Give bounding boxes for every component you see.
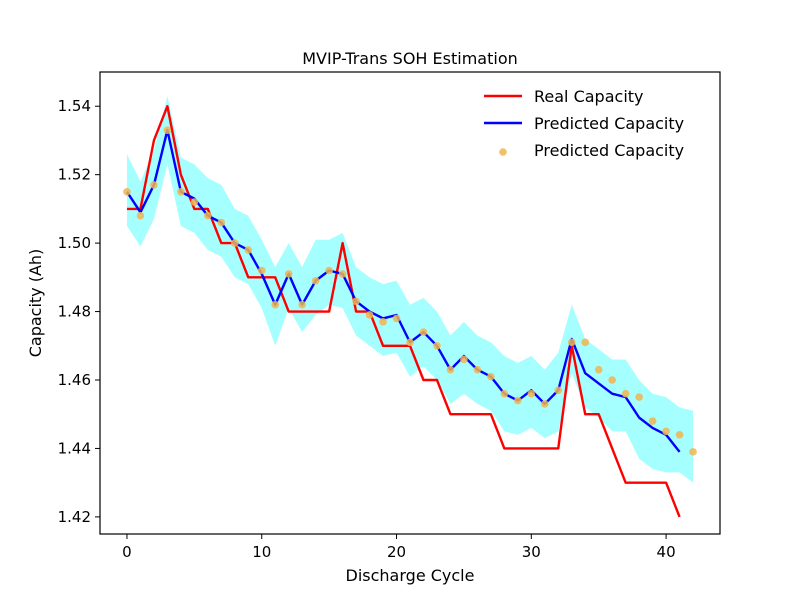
- legend-swatch-marker: [499, 148, 507, 156]
- confidence-band: [126, 95, 694, 483]
- scatter-point: [514, 396, 522, 405]
- scatter-point: [204, 211, 212, 220]
- chart-title: MVIP-Trans SOH Estimation: [302, 49, 518, 68]
- y-tick-label: 1.48: [58, 303, 91, 321]
- scatter-point: [352, 297, 360, 306]
- scatter-point: [675, 430, 684, 439]
- scatter-point: [230, 239, 239, 247]
- y-axis-ticks: 1.42 1.44 1.46 1.48 1.50 1.52 1.54: [58, 97, 100, 526]
- scatter-point: [392, 314, 401, 323]
- scatter-point: [163, 126, 172, 134]
- scatter-point: [298, 300, 306, 309]
- scatter-point: [662, 427, 670, 436]
- scatter-point: [527, 389, 536, 398]
- scatter-point: [150, 181, 158, 189]
- scatter-point: [689, 448, 697, 456]
- scatter-point: [419, 328, 428, 336]
- scatter-point: [311, 276, 320, 285]
- x-tick-label: 20: [387, 543, 406, 561]
- legend-entry-label: Predicted Capacity: [534, 141, 684, 160]
- scatter-point: [338, 270, 347, 278]
- y-tick-label: 1.54: [58, 97, 91, 115]
- scatter-point: [487, 372, 495, 381]
- scatter-point: [190, 198, 199, 206]
- scatter-point: [257, 266, 266, 275]
- scatter-point: [554, 386, 563, 395]
- scatter-point: [271, 300, 280, 309]
- x-tick-label: 10: [252, 543, 271, 561]
- scatter-point: [406, 338, 414, 347]
- scatter-point: [123, 187, 131, 196]
- scatter-point: [325, 266, 333, 275]
- scatter-point: [594, 365, 603, 374]
- scatter-point: [433, 341, 441, 350]
- scatter-point: [217, 218, 226, 227]
- y-axis-label: Capacity (Ah): [26, 249, 45, 358]
- scatter-point: [648, 417, 657, 425]
- scatter-point: [244, 246, 253, 254]
- series-line-0: [126, 105, 681, 518]
- x-tick-label: 0: [122, 543, 132, 561]
- scatter-point: [460, 355, 468, 364]
- scatter-point: [567, 338, 576, 347]
- x-tick-label: 30: [522, 543, 541, 561]
- y-tick-label: 1.44: [58, 439, 91, 457]
- x-axis-label: Discharge Cycle: [346, 566, 475, 585]
- scatter-point: [608, 376, 616, 384]
- scatter-point: [581, 338, 590, 347]
- plot-frame: [99, 71, 721, 535]
- scatter-point: [473, 365, 482, 374]
- y-tick-label: 1.50: [58, 234, 91, 252]
- x-tick-label: 40: [657, 543, 676, 561]
- scatter-point: [540, 400, 549, 408]
- legend-entry-label: Real Capacity: [534, 87, 644, 106]
- y-tick-label: 1.52: [58, 166, 91, 184]
- scatter-point: [136, 211, 145, 220]
- scatter-layer: [123, 126, 697, 456]
- y-tick-label: 1.46: [58, 371, 91, 389]
- scatter-point: [500, 389, 509, 398]
- scatter-point: [177, 187, 185, 196]
- y-tick-label: 1.42: [58, 508, 91, 526]
- scatter-point: [446, 365, 455, 374]
- scatter-point: [621, 389, 630, 398]
- scatter-point: [284, 270, 293, 278]
- x-axis-ticks: 0 10 20 30 40: [122, 534, 676, 561]
- scatter-point: [635, 393, 643, 401]
- scatter-point: [365, 311, 374, 319]
- legend-entry-label: Predicted Capacity: [534, 114, 684, 133]
- confidence-band-layer: [126, 95, 694, 483]
- scatter-point: [379, 318, 387, 326]
- legend: Real Capacity Predicted Capacity Predicted…: [484, 87, 684, 160]
